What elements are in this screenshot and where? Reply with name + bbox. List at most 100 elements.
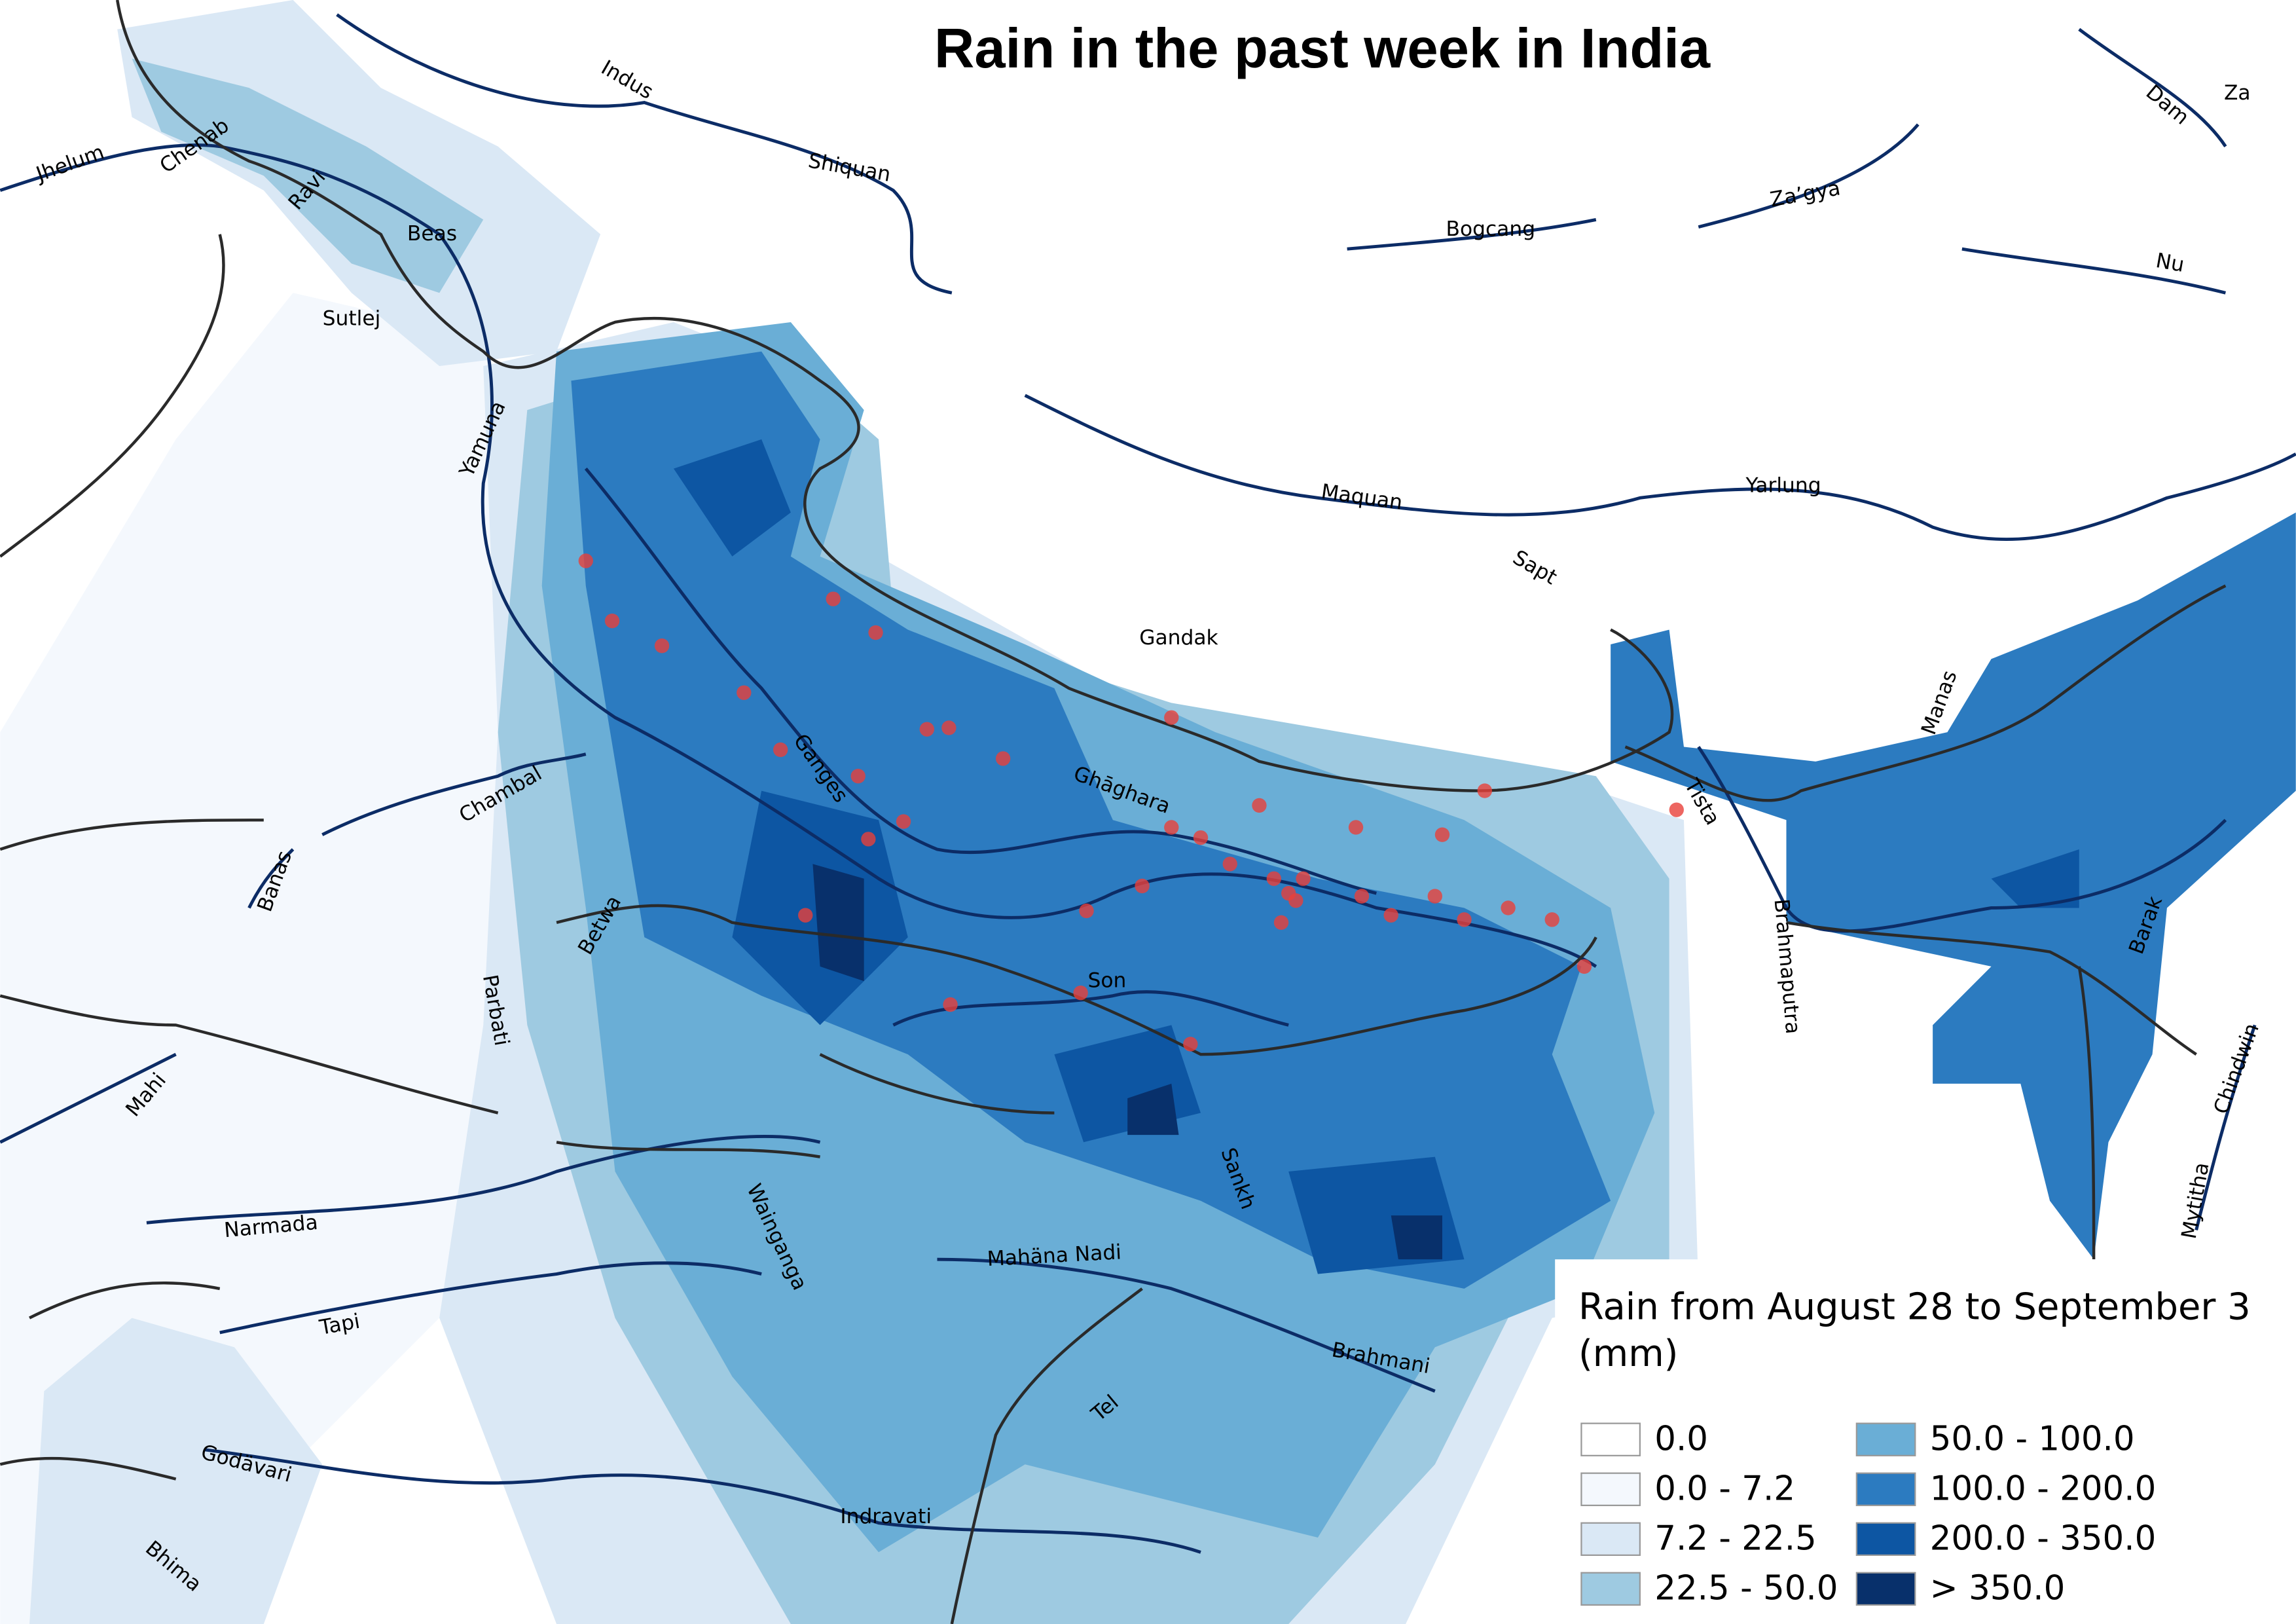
flood-point [773, 742, 788, 758]
flood-point [1183, 1037, 1198, 1052]
flood-point [919, 722, 935, 737]
river-line [146, 1135, 821, 1335]
river-label: Yarlung [1745, 473, 1821, 497]
river-line [336, 13, 953, 295]
flood-point [1296, 871, 1311, 886]
rain-zone [132, 58, 484, 293]
flood-point [943, 997, 958, 1012]
river-label: Dam [2141, 81, 2194, 130]
flood-point [1501, 900, 1516, 915]
rain-zone [571, 351, 1611, 1289]
river-line [1024, 394, 2296, 542]
flood-point [1164, 820, 1179, 835]
rain-zone [1611, 512, 2296, 1260]
legend-title: Rain from August 28 to September 3 [1578, 1285, 2251, 1328]
legend-label: 0.0 - 7.2 [1654, 1469, 1795, 1509]
legend-box [1555, 1259, 2296, 1624]
flood-point [1576, 959, 1592, 974]
legend-label: > 350.0 [1930, 1569, 2066, 1608]
river-line [0, 752, 587, 1144]
flood-point [1669, 802, 1684, 817]
legend-swatch [1855, 1422, 1916, 1456]
river-label: Maquan [1320, 480, 1404, 515]
river-line [584, 468, 1377, 895]
legend-label: 50.0 - 100.0 [1930, 1419, 2135, 1458]
flood-point [1266, 871, 1281, 886]
legend-swatch [1855, 1572, 1916, 1606]
legend-label: 200.0 - 350.0 [1930, 1519, 2157, 1559]
flood-point [896, 814, 911, 829]
river-line [1697, 746, 2257, 1231]
rain-zone [0, 293, 615, 1624]
rivers [0, 13, 2296, 1554]
river-label: Chindwin [2210, 1020, 2264, 1117]
flood-point [861, 832, 876, 847]
legend-swatch [1580, 1522, 1641, 1557]
legend-label: 100.0 - 200.0 [1930, 1469, 2157, 1509]
river-label: Bogcang [1446, 217, 1535, 241]
river-line [205, 1448, 1201, 1554]
river-label: Mytitha [2178, 1160, 2214, 1240]
legend-label: 22.5 - 50.0 [1654, 1569, 1838, 1608]
flood-point [1427, 889, 1442, 904]
river-label: Za [2224, 81, 2251, 105]
rain-zone [29, 1318, 323, 1624]
map-title: Rain in the past week in India [934, 18, 1711, 80]
legend-swatch [1580, 1572, 1641, 1606]
flood-points [578, 553, 1684, 1052]
border-line [0, 234, 264, 1481]
flood-point [1273, 915, 1289, 931]
legend-label: 7.2 - 22.5 [1654, 1519, 1817, 1559]
river-label: Shiquan [807, 149, 892, 187]
legend-swatch [1580, 1422, 1641, 1456]
flood-point [1348, 820, 1364, 835]
flood-point [654, 638, 670, 654]
river-label: Jhelum [32, 140, 107, 187]
border-line [115, 0, 1674, 792]
flood-point [868, 625, 883, 640]
borders [0, 0, 2227, 1624]
river-label: Za’gya [1768, 176, 1842, 212]
flood-point [1222, 857, 1237, 872]
flood-point [1457, 912, 1472, 927]
river-label: Gandak [1139, 626, 1218, 650]
border-line [1624, 584, 2227, 1260]
flood-point [995, 751, 1011, 766]
river-label: Beas [407, 222, 457, 246]
flood-point [1073, 985, 1088, 1001]
flood-point [1477, 783, 1493, 798]
river-label: Sapt [1509, 545, 1561, 589]
flood-point [1354, 889, 1370, 904]
flood-point [578, 553, 593, 568]
flood-point [1544, 912, 1559, 927]
flood-point [798, 908, 813, 923]
legend-label: 0.0 [1654, 1419, 1708, 1458]
river-label: Nu [2154, 249, 2186, 277]
river-label: Son [1087, 969, 1126, 992]
flood-point [1193, 830, 1209, 845]
flood-point [1164, 710, 1179, 725]
flood-point [850, 769, 866, 784]
flood-point [604, 613, 620, 629]
border-line [0, 904, 1597, 1624]
flood-point [1079, 903, 1094, 919]
legend-swatch [1580, 1472, 1641, 1506]
river-label: Indravati [840, 1505, 932, 1528]
river-label: Indus [597, 56, 657, 104]
flood-point [1383, 908, 1398, 923]
legend-title: (mm) [1578, 1333, 1679, 1375]
flood-point [941, 720, 957, 735]
legend-swatch [1855, 1522, 1916, 1557]
river-label: Sutlej [323, 307, 381, 331]
flood-point [737, 685, 752, 700]
flood-point [1252, 798, 1267, 813]
river-line [1347, 28, 2227, 295]
flood-point [1135, 878, 1150, 894]
flood-point [826, 591, 841, 606]
flood-point [1434, 827, 1450, 842]
legend: Rain from August 28 to September 3 (mm) 0.… [1555, 1259, 2296, 1624]
flood-point [1288, 893, 1303, 908]
